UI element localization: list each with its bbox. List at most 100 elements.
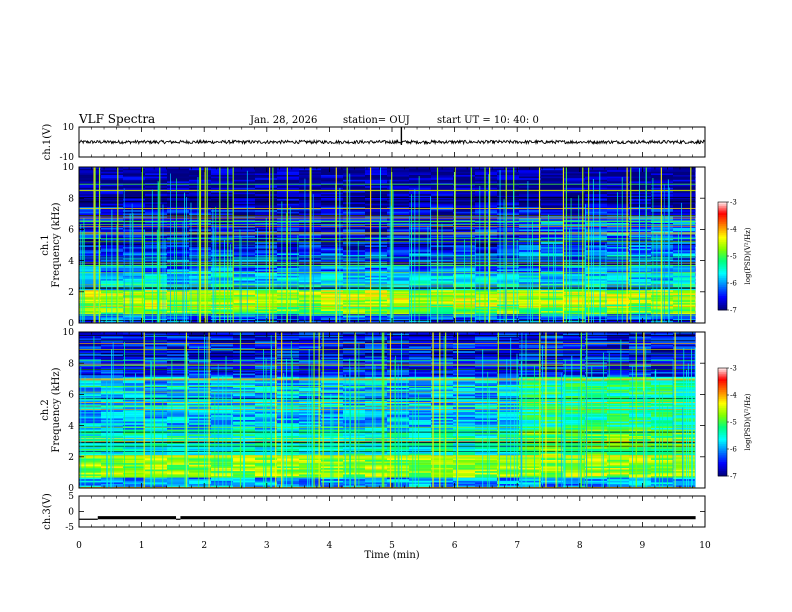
ch1-spec-cell bbox=[233, 199, 255, 201]
ch1-spec-cell bbox=[453, 320, 475, 323]
ch2-spec-cell bbox=[497, 349, 519, 352]
ch1-spec-cell bbox=[475, 211, 497, 214]
ch1-spec-cell bbox=[475, 295, 497, 297]
ch2-spec-cell bbox=[629, 335, 651, 337]
ch2-spec-cell bbox=[409, 376, 431, 379]
ch2-spec-cell bbox=[651, 404, 673, 406]
ch1-spec-cell bbox=[629, 251, 651, 254]
ch1-spec-cell bbox=[409, 191, 431, 193]
ch2-spec-cell bbox=[453, 421, 475, 424]
ch2-spec-cell bbox=[145, 332, 167, 334]
ch1-spec-cell bbox=[365, 231, 387, 233]
ch2-spec-cell bbox=[211, 386, 233, 389]
ch1-spec-cell bbox=[387, 311, 409, 313]
ch2-spec-cell bbox=[629, 421, 651, 424]
ch1-spec-cell bbox=[255, 211, 277, 214]
ch1-spec-cell bbox=[343, 175, 365, 177]
ch1-spec-cell bbox=[365, 192, 387, 195]
ch1-spec-cell bbox=[585, 299, 607, 302]
ch1-spec-cell bbox=[409, 248, 431, 251]
ch1-spec-cell bbox=[519, 211, 541, 214]
ch1-spec-cell bbox=[277, 275, 299, 278]
ch2-spec-cell bbox=[431, 356, 453, 358]
ch1-spec-cell bbox=[475, 197, 497, 200]
ch1-spec-cell bbox=[277, 226, 299, 228]
ch1-spec-cell bbox=[167, 298, 189, 300]
ch1-spec-cell bbox=[585, 173, 607, 176]
ch1-spec-cell bbox=[607, 282, 629, 284]
ch1-spec-cell bbox=[475, 242, 497, 244]
ch1-spec-cell bbox=[651, 187, 673, 190]
ch1-spec-cell bbox=[211, 311, 233, 313]
ch1-spec-cell bbox=[79, 272, 101, 275]
ch2-spec-cell bbox=[651, 394, 673, 397]
ch1-spec-cell bbox=[673, 167, 695, 169]
ch2-spec-cell bbox=[211, 343, 233, 345]
ch2-spec-cell bbox=[299, 421, 321, 424]
ch2-spec-cell bbox=[145, 410, 167, 413]
ch2-spec-cell bbox=[387, 357, 409, 360]
ch1-spec-cell bbox=[629, 280, 651, 283]
ch1-spec-cell bbox=[277, 285, 299, 288]
ch2-spec-cell bbox=[607, 344, 629, 347]
ch2-spec-cell bbox=[651, 416, 673, 419]
ch2-spec-cell bbox=[629, 416, 651, 419]
ch1-spec-cell bbox=[695, 234, 696, 236]
ch2-spec-cell bbox=[409, 381, 431, 384]
ch2-spec-cell bbox=[629, 344, 651, 347]
ch1-spec-cell bbox=[233, 307, 255, 310]
ch1-spec-cell bbox=[497, 250, 519, 252]
ch1-spec-cell bbox=[519, 234, 541, 236]
ch1-spec-cell bbox=[409, 256, 431, 259]
ch2-spec-cell bbox=[365, 396, 387, 398]
ch1-spec-cell bbox=[541, 173, 563, 176]
ch1-spec-cell bbox=[343, 304, 365, 307]
ch1-spec-cell bbox=[695, 195, 696, 198]
ch2-spec-cell bbox=[343, 423, 365, 425]
ch1-spec-cell bbox=[167, 187, 189, 190]
ch2-spec-cell bbox=[365, 333, 387, 336]
ch2-spec-cell bbox=[475, 336, 497, 339]
ch2-spec-cell bbox=[299, 410, 321, 413]
ch1-spec-cell bbox=[431, 208, 453, 211]
ch2-spec-cell bbox=[211, 383, 233, 385]
ch1-spec-cell bbox=[233, 176, 255, 179]
ch2-spec-cell bbox=[101, 375, 123, 377]
ch1-spec-cell bbox=[497, 256, 519, 259]
ch1-spec-cell bbox=[497, 253, 519, 256]
ch1-spec-cell bbox=[277, 191, 299, 193]
ch2-spec-cell bbox=[123, 356, 145, 358]
ch2-spec-cell bbox=[673, 332, 695, 334]
ch2-spec-cell bbox=[167, 335, 189, 337]
ch1-spec-cell bbox=[79, 303, 101, 305]
ch1-spec-cell bbox=[365, 202, 387, 204]
ch1-spec-cell bbox=[673, 210, 695, 212]
ch2-spec-cell bbox=[387, 343, 409, 345]
ch2-spec-cell bbox=[453, 418, 475, 421]
ch1-spec-cell bbox=[233, 298, 255, 300]
ch1-spec-cell bbox=[607, 210, 629, 212]
ch1-spec-cell bbox=[321, 311, 343, 313]
ch1-spec-cell bbox=[695, 170, 696, 172]
ch2-spec-cell bbox=[145, 357, 167, 360]
ch2-spec-cell bbox=[321, 399, 343, 401]
ch2-spec-cell bbox=[255, 349, 277, 352]
ch1-spec-cell bbox=[497, 216, 519, 219]
ch1-spec-cell bbox=[145, 266, 167, 268]
ch1-spec-cell bbox=[387, 247, 409, 249]
ch2-spec-cell bbox=[585, 344, 607, 347]
ch1-spec-cell bbox=[695, 247, 696, 249]
ch1-spec-cell bbox=[145, 171, 167, 174]
ch2-spec-cell bbox=[365, 386, 387, 389]
ch2-spec-cell bbox=[101, 365, 123, 368]
ch1-spec-cell bbox=[365, 203, 387, 206]
ch1-spec-cell bbox=[321, 271, 343, 273]
ch1-spec-cell bbox=[365, 232, 387, 235]
ch1-spec-cell bbox=[475, 275, 497, 278]
ch2-spec-cell bbox=[299, 424, 321, 427]
ch1-spec-cell bbox=[475, 175, 497, 177]
ch2-spec-cell bbox=[299, 367, 321, 369]
ch1-spec-cell bbox=[497, 210, 519, 212]
ch2-spec-cell bbox=[563, 415, 585, 417]
ch1-spec-cell bbox=[167, 255, 189, 257]
